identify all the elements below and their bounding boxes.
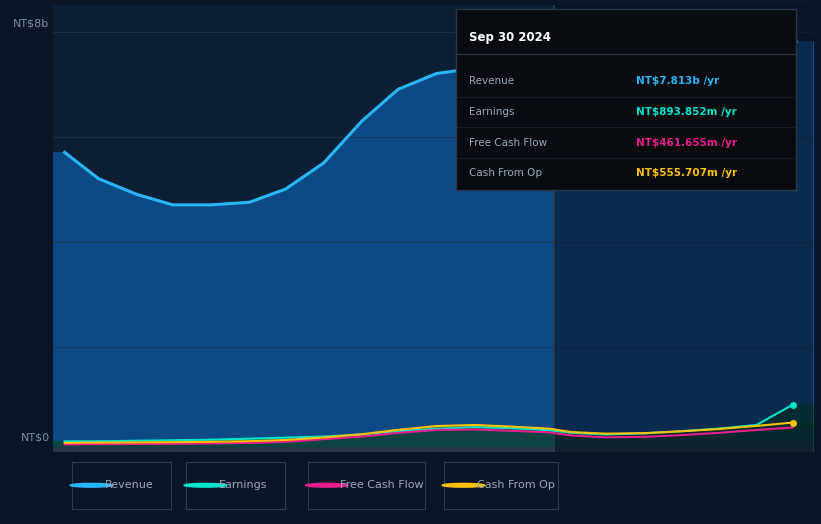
Text: Revenue: Revenue	[105, 481, 154, 490]
Text: NT$893.852m /yr: NT$893.852m /yr	[636, 107, 737, 117]
Text: Free Cash Flow: Free Cash Flow	[470, 138, 548, 148]
Text: Earnings: Earnings	[219, 481, 268, 490]
Text: Cash From Op: Cash From Op	[477, 481, 555, 490]
Text: Free Cash Flow: Free Cash Flow	[341, 481, 424, 490]
Text: Past: Past	[524, 34, 547, 44]
Text: Sep 30 2024: Sep 30 2024	[470, 31, 551, 45]
Text: NT$7.813b /yr: NT$7.813b /yr	[636, 76, 719, 86]
Circle shape	[443, 484, 484, 487]
Text: NT$555.707m /yr: NT$555.707m /yr	[636, 168, 737, 178]
Text: NT$8b: NT$8b	[13, 19, 49, 29]
Text: Cash From Op: Cash From Op	[470, 168, 543, 178]
Text: NT$461.655m /yr: NT$461.655m /yr	[636, 138, 737, 148]
Bar	[553, 5, 821, 452]
Circle shape	[70, 484, 112, 487]
Text: NT$0: NT$0	[21, 433, 49, 443]
Text: Revenue: Revenue	[470, 76, 515, 86]
Circle shape	[305, 484, 348, 487]
Text: Earnings: Earnings	[470, 107, 515, 117]
Circle shape	[184, 484, 227, 487]
